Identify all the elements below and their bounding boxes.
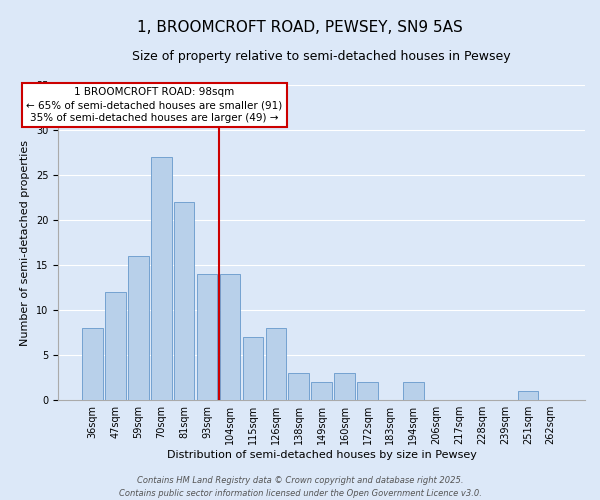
Y-axis label: Number of semi-detached properties: Number of semi-detached properties: [20, 140, 31, 346]
Bar: [266, 328, 286, 400]
Bar: [151, 157, 172, 400]
Bar: [128, 256, 149, 400]
Bar: [174, 202, 194, 400]
Bar: [289, 373, 309, 400]
Text: 1 BROOMCROFT ROAD: 98sqm
← 65% of semi-detached houses are smaller (91)
35% of s: 1 BROOMCROFT ROAD: 98sqm ← 65% of semi-d…: [26, 87, 283, 123]
Bar: [357, 382, 378, 400]
Text: 1 BROOMCROFT ROAD: 98sqm: 1 BROOMCROFT ROAD: 98sqm: [82, 88, 271, 99]
Bar: [82, 328, 103, 400]
Bar: [242, 337, 263, 400]
Bar: [518, 391, 538, 400]
Bar: [334, 373, 355, 400]
Text: 1, BROOMCROFT ROAD, PEWSEY, SN9 5AS: 1, BROOMCROFT ROAD, PEWSEY, SN9 5AS: [137, 20, 463, 35]
Text: Contains HM Land Registry data © Crown copyright and database right 2025.
Contai: Contains HM Land Registry data © Crown c…: [119, 476, 481, 498]
Bar: [105, 292, 126, 400]
Bar: [403, 382, 424, 400]
X-axis label: Distribution of semi-detached houses by size in Pewsey: Distribution of semi-detached houses by …: [167, 450, 476, 460]
Title: Size of property relative to semi-detached houses in Pewsey: Size of property relative to semi-detach…: [133, 50, 511, 63]
Bar: [311, 382, 332, 400]
Bar: [197, 274, 217, 400]
Bar: [220, 274, 241, 400]
